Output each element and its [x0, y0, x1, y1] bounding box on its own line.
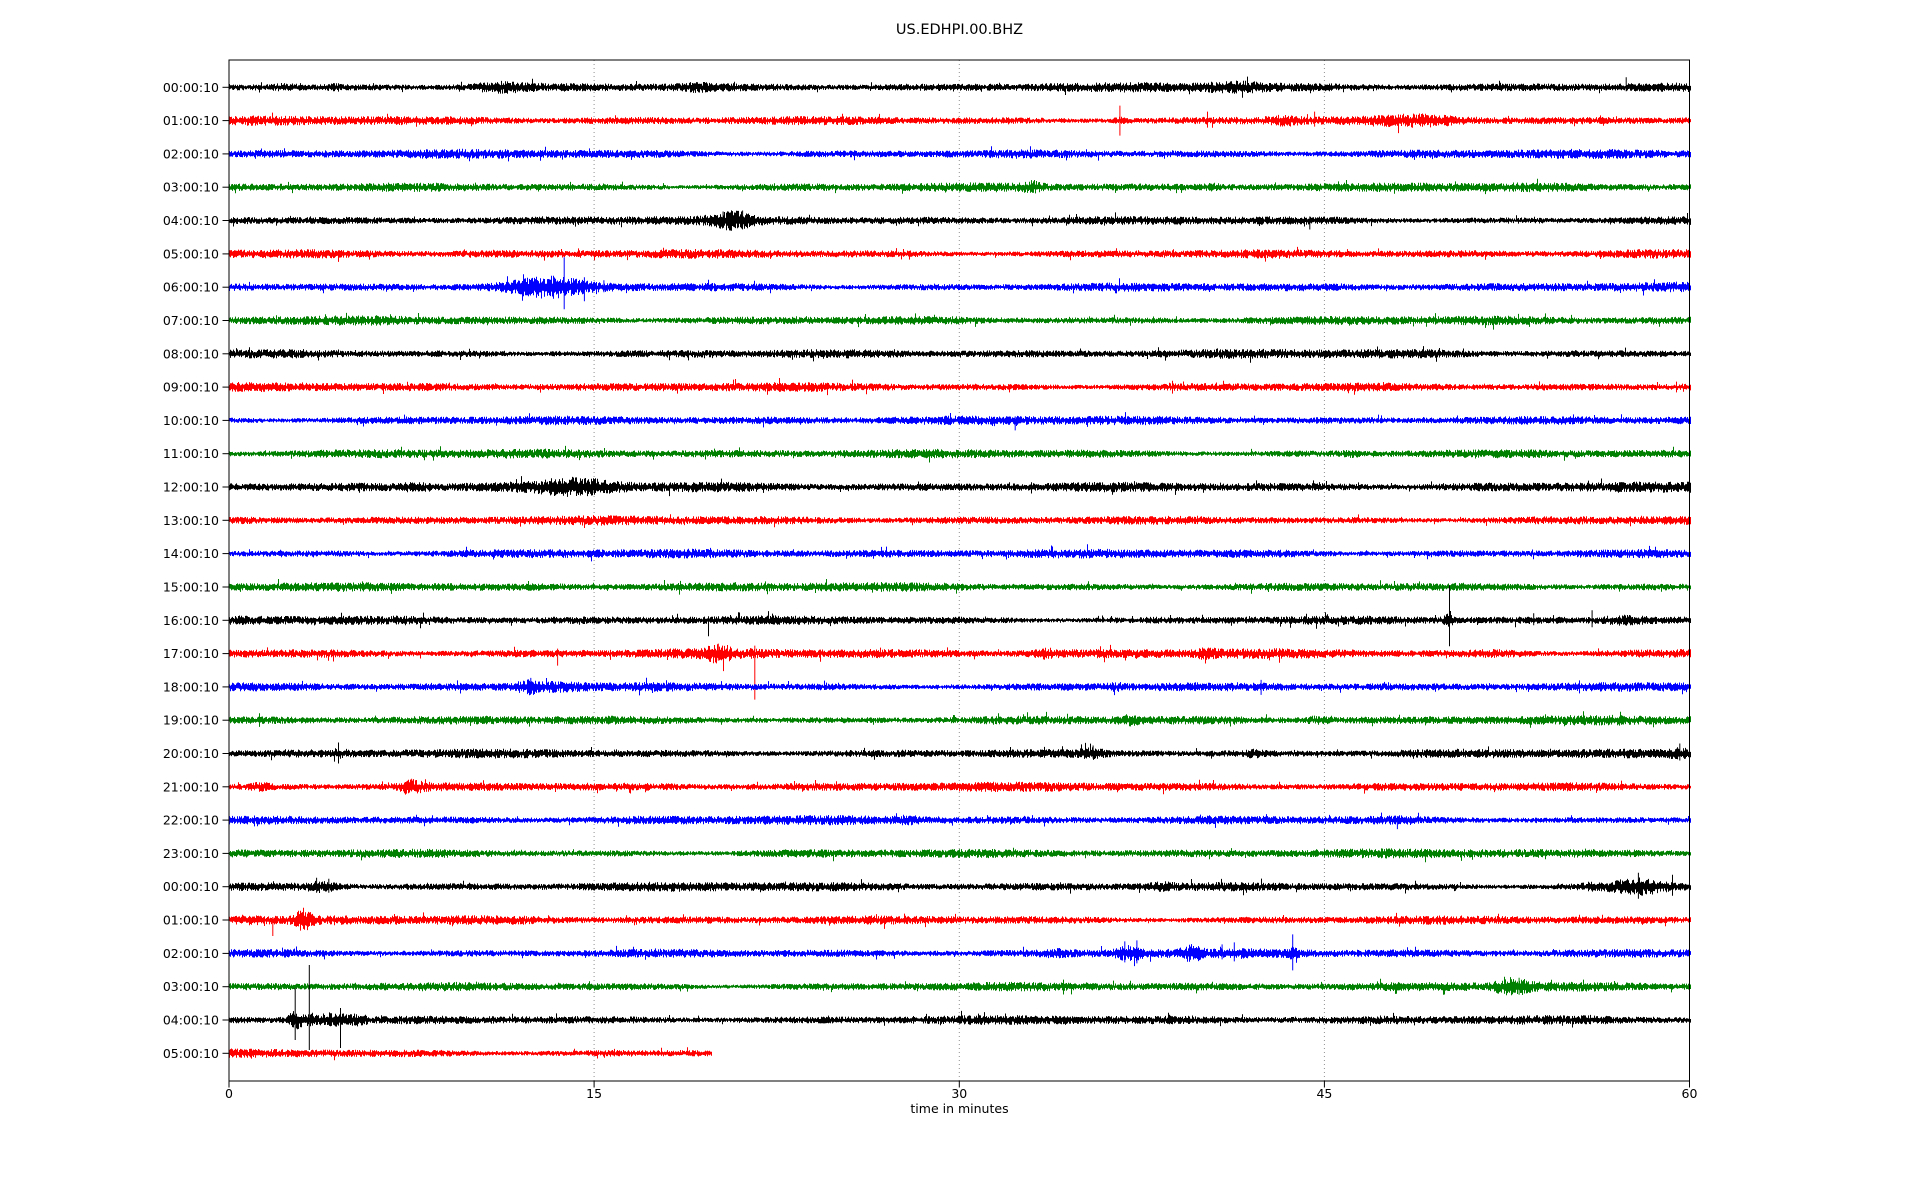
trace-row-22 [229, 812, 1691, 830]
y-tick-label-21: 21:00:10 [163, 779, 219, 794]
y-tick-label-5: 05:00:10 [163, 246, 219, 261]
trace-row-5 [229, 246, 1691, 262]
trace-row-28 [229, 965, 1691, 1050]
trace-row-17 [229, 643, 1691, 700]
trace-row-21 [229, 778, 1691, 795]
y-tick-label-19: 19:00:10 [163, 713, 219, 728]
y-tick-label-7: 07:00:10 [163, 313, 219, 328]
trace-row-16 [229, 585, 1691, 647]
y-tick-label-6: 06:00:10 [163, 280, 219, 295]
y-tick-label-28: 04:00:10 [163, 1013, 219, 1028]
trace-row-10 [229, 412, 1691, 431]
trace-row-12 [229, 476, 1691, 497]
trace-row-24 [229, 872, 1691, 899]
trace-row-26 [229, 934, 1691, 971]
trace-row-13 [229, 514, 1691, 528]
x-tick-label-30: 30 [951, 1086, 967, 1101]
y-tick-label-16: 16:00:10 [163, 613, 219, 628]
trace-row-6 [229, 257, 1691, 310]
trace-row-19 [229, 711, 1691, 728]
y-tick-label-13: 13:00:10 [163, 513, 219, 528]
y-tick-label-17: 17:00:10 [163, 646, 219, 661]
trace-row-1 [229, 105, 1691, 136]
trace-row-2 [229, 146, 1691, 162]
plot-border [228, 59, 1690, 1082]
y-tick-label-10: 10:00:10 [163, 413, 219, 428]
trace-row-7 [229, 312, 1691, 330]
trace-row-15 [229, 579, 1691, 595]
y-tick-label-29: 05:00:10 [163, 1046, 219, 1061]
trace-row-8 [229, 346, 1691, 363]
trace-row-11 [229, 445, 1691, 463]
y-tick-label-22: 22:00:10 [163, 813, 219, 828]
trace-row-0 [229, 76, 1691, 98]
trace-row-3 [229, 178, 1691, 195]
x-tick-label-0: 0 [225, 1086, 233, 1101]
y-tick-label-18: 18:00:10 [163, 679, 219, 694]
y-tick-label-0: 00:00:10 [163, 80, 219, 95]
x-tick-label-60: 60 [1682, 1086, 1698, 1101]
y-tick-label-4: 04:00:10 [163, 213, 219, 228]
y-tick-label-20: 20:00:10 [163, 746, 219, 761]
trace-row-4 [229, 210, 1691, 231]
y-tick-label-3: 03:00:10 [163, 180, 219, 195]
trace-row-23 [229, 847, 1691, 863]
x-axis-label: time in minutes [910, 1101, 1009, 1116]
trace-row-20 [229, 742, 1691, 764]
y-tick-label-1: 01:00:10 [163, 113, 219, 128]
y-tick-label-25: 01:00:10 [163, 913, 219, 928]
y-tick-label-11: 11:00:10 [163, 446, 219, 461]
y-tick-label-12: 12:00:10 [163, 480, 219, 495]
y-tick-label-26: 02:00:10 [163, 946, 219, 961]
trace-row-25 [229, 907, 1691, 936]
x-tick-label-15: 15 [586, 1086, 602, 1101]
y-tick-label-8: 08:00:10 [163, 346, 219, 361]
y-tick-label-23: 23:00:10 [163, 846, 219, 861]
trace-row-29 [229, 1047, 712, 1061]
chart-title: US.EDHPI.00.BHZ [895, 22, 1024, 38]
y-tick-label-15: 15:00:10 [163, 580, 219, 595]
y-tick-label-2: 02:00:10 [163, 146, 219, 161]
trace-row-9 [229, 378, 1691, 396]
y-tick-label-24: 00:00:10 [163, 879, 219, 894]
trace-row-18 [229, 677, 1691, 696]
y-tick-label-14: 14:00:10 [163, 546, 219, 561]
trace-row-14 [229, 544, 1691, 562]
x-tick-label-45: 45 [1316, 1086, 1332, 1101]
y-tick-label-27: 03:00:10 [163, 979, 219, 994]
y-tick-label-9: 09:00:10 [163, 380, 219, 395]
trace-row-27 [229, 976, 1691, 996]
